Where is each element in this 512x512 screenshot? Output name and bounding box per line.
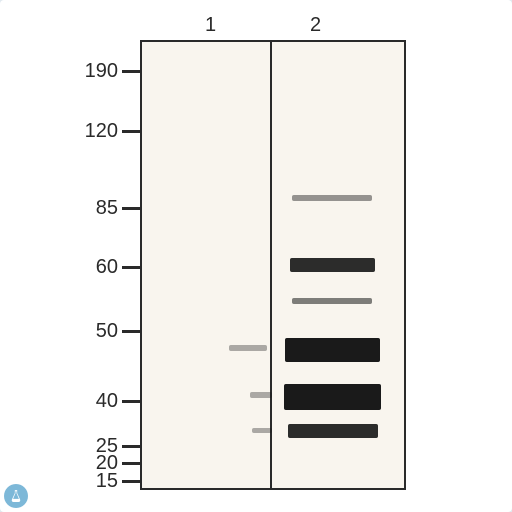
mw-tick-15 bbox=[122, 480, 140, 483]
mw-label-50: 50 bbox=[96, 320, 118, 343]
band-lane2-5 bbox=[284, 384, 381, 410]
mw-tick-60 bbox=[122, 266, 140, 269]
mw-label-85: 85 bbox=[96, 197, 118, 220]
mw-tick-40 bbox=[122, 400, 140, 403]
band-lane2-7 bbox=[288, 424, 378, 438]
band-lane2-3 bbox=[285, 338, 380, 362]
mw-label-190: 190 bbox=[85, 60, 118, 83]
flask-icon bbox=[9, 489, 23, 503]
mw-label-15: 15 bbox=[96, 470, 118, 493]
band-lane1-6 bbox=[250, 392, 272, 398]
band-lane1-4 bbox=[229, 345, 267, 351]
band-lane2-2 bbox=[292, 298, 372, 304]
mw-tick-85 bbox=[122, 207, 140, 210]
lane-separator bbox=[270, 40, 272, 490]
mw-tick-120 bbox=[122, 130, 140, 133]
watermark-badge bbox=[4, 484, 28, 508]
mw-label-60: 60 bbox=[96, 256, 118, 279]
mw-label-40: 40 bbox=[96, 390, 118, 413]
mw-tick-50 bbox=[122, 330, 140, 333]
mw-label-120: 120 bbox=[85, 120, 118, 143]
lane-label-2: 2 bbox=[310, 14, 321, 37]
figure-container: 12 19012085605040252015 bbox=[0, 0, 512, 512]
lane-label-1: 1 bbox=[205, 14, 216, 37]
mw-tick-190 bbox=[122, 70, 140, 73]
band-lane1-8 bbox=[252, 428, 272, 433]
band-lane2-1 bbox=[290, 258, 375, 272]
band-lane2-0 bbox=[292, 195, 372, 201]
mw-tick-25 bbox=[122, 445, 140, 448]
mw-tick-20 bbox=[122, 462, 140, 465]
